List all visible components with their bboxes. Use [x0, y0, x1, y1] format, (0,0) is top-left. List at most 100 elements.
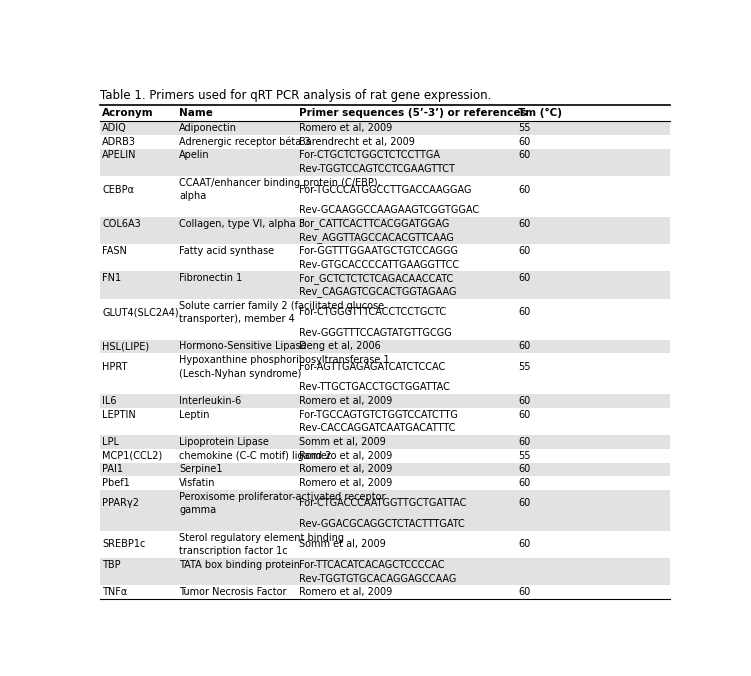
Bar — [100, 135, 670, 149]
Text: 60: 60 — [518, 273, 531, 283]
Bar — [100, 422, 670, 435]
Text: 60: 60 — [518, 246, 531, 256]
Bar — [100, 572, 670, 585]
Text: For-TTCACATCACAGCTCCCCAC: For-TTCACATCACAGCTCCCCAC — [299, 560, 445, 570]
Bar — [100, 435, 670, 449]
Text: For-CTGGGTTTCACCTCCTGCTC: For-CTGGGTTTCACCTCCTGCTC — [299, 308, 446, 317]
Bar — [100, 449, 670, 462]
Text: Collagen, type VI, alpha 3: Collagen, type VI, alpha 3 — [179, 218, 305, 228]
Text: Rev-GGACGCAGGCTCTACTTTGATC: Rev-GGACGCAGGCTCTACTTTGATC — [299, 519, 465, 529]
Bar — [100, 162, 670, 176]
Text: 60: 60 — [518, 587, 531, 597]
Text: HSL(LIPE): HSL(LIPE) — [102, 341, 149, 352]
Text: For-TGCCCATGGCCTTGACCAAGGAG: For-TGCCCATGGCCTTGACCAAGGAG — [299, 185, 472, 195]
Bar — [100, 176, 670, 203]
Text: Rev-GGGTTTCCAGTATGTTGCGG: Rev-GGGTTTCCAGTATGTTGCGG — [299, 328, 451, 338]
Text: Adrenergic receptor béta 3: Adrenergic receptor béta 3 — [179, 137, 310, 147]
Text: For-TGCCAGTGTCTGGTCCATCTTG: For-TGCCAGTGTCTGGTCCATCTTG — [299, 410, 457, 420]
Text: Romero et al, 2009: Romero et al, 2009 — [299, 587, 392, 597]
Text: Sterol regulatory element binding: Sterol regulatory element binding — [179, 533, 344, 543]
Bar — [100, 490, 670, 517]
Bar — [100, 531, 670, 558]
Text: 60: 60 — [518, 218, 531, 228]
Bar — [100, 476, 670, 490]
Text: For_CATTCACTTCACGGATGGAG: For_CATTCACTTCACGGATGGAG — [299, 218, 449, 229]
Text: MCP1(CCL2): MCP1(CCL2) — [102, 451, 162, 461]
Bar — [100, 217, 670, 231]
Text: PPARγ2: PPARγ2 — [102, 498, 139, 508]
Text: (Lesch-Nyhan syndrome): (Lesch-Nyhan syndrome) — [179, 369, 301, 379]
Text: IL6: IL6 — [102, 396, 116, 406]
Text: TATA box binding protein: TATA box binding protein — [179, 560, 300, 570]
Bar — [100, 462, 670, 476]
Bar — [100, 105, 670, 121]
Bar — [100, 339, 670, 354]
Text: FASN: FASN — [102, 246, 127, 256]
Text: Name: Name — [179, 108, 213, 118]
Text: 55: 55 — [518, 123, 531, 133]
Bar — [100, 203, 670, 217]
Text: Somm et al, 2009: Somm et al, 2009 — [299, 539, 385, 550]
Text: Interleukin-6: Interleukin-6 — [179, 396, 241, 406]
Text: For-GGTTTGGAATGCTGTCCAGGG: For-GGTTTGGAATGCTGTCCAGGG — [299, 246, 458, 256]
Text: Barendrecht et al, 2009: Barendrecht et al, 2009 — [299, 137, 415, 147]
Text: HPRT: HPRT — [102, 362, 128, 372]
Bar — [100, 354, 670, 381]
Text: Fibronectin 1: Fibronectin 1 — [179, 273, 243, 283]
Text: Primer sequences (5’-3’) or references: Primer sequences (5’-3’) or references — [299, 108, 526, 118]
Text: 60: 60 — [518, 539, 531, 550]
Text: GLUT4(SLC2A4): GLUT4(SLC2A4) — [102, 308, 179, 317]
Text: Pbef1: Pbef1 — [102, 478, 130, 488]
Text: APELIN: APELIN — [102, 150, 137, 160]
Text: Adiponectin: Adiponectin — [179, 123, 237, 133]
Text: Peroxisome proliferator-activated receptor: Peroxisome proliferator-activated recept… — [179, 491, 385, 502]
Text: TNFα: TNFα — [102, 587, 127, 597]
Bar — [100, 121, 670, 135]
Text: Solute carrier family 2 (facilitated glucose: Solute carrier family 2 (facilitated glu… — [179, 301, 385, 310]
Bar — [100, 517, 670, 531]
Text: LPL: LPL — [102, 437, 119, 447]
Text: Lipoprotein Lipase: Lipoprotein Lipase — [179, 437, 269, 447]
Text: 60: 60 — [518, 410, 531, 420]
Bar — [100, 299, 670, 326]
Text: Rev-GTGCACCCCATTGAAGGTTCC: Rev-GTGCACCCCATTGAAGGTTCC — [299, 260, 459, 270]
Text: PAI1: PAI1 — [102, 464, 123, 475]
Text: 55: 55 — [518, 451, 531, 461]
Text: Rev-TGGTCCAGTCCTCGAAGTTCT: Rev-TGGTCCAGTCCTCGAAGTTCT — [299, 164, 454, 174]
Text: CCAAT/enhancer binding protein (C/EBP),: CCAAT/enhancer binding protein (C/EBP), — [179, 178, 381, 188]
Text: Tm (°C): Tm (°C) — [518, 108, 562, 118]
Text: Leptin: Leptin — [179, 410, 210, 420]
Text: Romero et al, 2009: Romero et al, 2009 — [299, 123, 392, 133]
Text: 60: 60 — [518, 185, 531, 195]
Text: For-AGTTGAGAGATCATCTCCAC: For-AGTTGAGAGATCATCTCCAC — [299, 362, 445, 372]
Text: LEPTIN: LEPTIN — [102, 410, 136, 420]
Bar — [100, 394, 670, 408]
Bar — [100, 231, 670, 244]
Text: Rev-TTGCTGACCTGCTGGATTAC: Rev-TTGCTGACCTGCTGGATTAC — [299, 383, 450, 393]
Text: 60: 60 — [518, 341, 531, 352]
Text: 60: 60 — [518, 464, 531, 475]
Text: Apelin: Apelin — [179, 150, 210, 160]
Text: Table 1. Primers used for qRT PCR analysis of rat gene expression.: Table 1. Primers used for qRT PCR analys… — [100, 89, 491, 102]
Bar — [100, 326, 670, 339]
Text: CEBPα: CEBPα — [102, 185, 134, 195]
Text: ADRB3: ADRB3 — [102, 137, 136, 147]
Text: For-CTGCTCTGGCTCTCCTTGA: For-CTGCTCTGGCTCTCCTTGA — [299, 150, 440, 160]
Text: 55: 55 — [518, 362, 531, 372]
Text: FN1: FN1 — [102, 273, 121, 283]
Bar — [100, 558, 670, 572]
Text: SREBP1c: SREBP1c — [102, 539, 146, 550]
Text: 60: 60 — [518, 478, 531, 488]
Bar — [100, 408, 670, 422]
Text: Rev_CAGAGTCGCACTGGTAGAAG: Rev_CAGAGTCGCACTGGTAGAAG — [299, 287, 457, 297]
Text: 60: 60 — [518, 150, 531, 160]
Text: 60: 60 — [518, 308, 531, 317]
Text: Rev_AGGTTAGCCACACGTTCAAG: Rev_AGGTTAGCCACACGTTCAAG — [299, 232, 454, 243]
Bar — [100, 585, 670, 599]
Text: Rev-TGGTGTGCACAGGAGCCAAG: Rev-TGGTGTGCACAGGAGCCAAG — [299, 573, 456, 583]
Text: Romero et al, 2009: Romero et al, 2009 — [299, 451, 392, 461]
Text: transcription factor 1c: transcription factor 1c — [179, 546, 288, 556]
Text: For_GCTCTCTCTCAGACAACCATC: For_GCTCTCTCTCAGACAACCATC — [299, 273, 453, 284]
Text: Hormono-Sensitive Lipase: Hormono-Sensitive Lipase — [179, 341, 306, 352]
Text: Acronym: Acronym — [102, 108, 154, 118]
